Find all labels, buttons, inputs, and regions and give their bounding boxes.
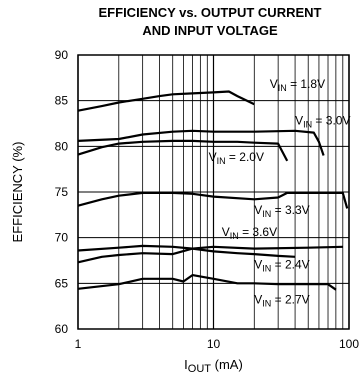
x-tick-label: 10 (207, 337, 221, 351)
series-line-2 (77, 129, 325, 156)
series-line-7 (77, 274, 337, 291)
series-line-3 (77, 139, 289, 162)
chart-title-line1: EFFICIENCY vs. OUTPUT CURRENT (99, 5, 322, 20)
series-label-2: VIN = 3.0V (295, 113, 350, 129)
series-label-7: VIN = 2.7V (254, 292, 309, 308)
series-line-6 (77, 247, 296, 264)
y-axis-label: EFFICIENCY (%) (10, 142, 25, 243)
y-tick-label: 70 (55, 231, 69, 245)
series-label-1: VIN = 1.8V (270, 77, 325, 93)
series-label-5: VIN = 3.6V (222, 225, 277, 241)
series-label-3: VIN = 2.0V (209, 150, 264, 166)
series-line-4 (77, 191, 349, 209)
y-tick-label: 85 (55, 94, 69, 108)
series-lines (77, 90, 349, 291)
y-tick-label: 60 (55, 322, 69, 336)
y-tick-label: 75 (55, 185, 69, 199)
series-label-4: VIN = 3.3V (254, 203, 309, 219)
series-labels: VIN = 1.8V VIN = 3.0V VIN = 2.0V VIN = 3.3V… (209, 77, 351, 309)
plot-frame (77, 54, 350, 330)
x-tick-label: 1 (75, 337, 82, 351)
x-axis-label: IOUT (mA) (184, 357, 243, 375)
series-line-5 (77, 244, 343, 252)
y-tick-label: 90 (55, 48, 69, 62)
series-line-1 (77, 90, 255, 112)
chart-title-line2: AND INPUT VOLTAGE (142, 23, 278, 38)
x-tick-label: 100 (339, 337, 359, 351)
y-tick-label: 65 (55, 276, 69, 290)
tick-labels: 1 10 100 60 65 70 75 80 85 90 (55, 48, 360, 351)
y-tick-label: 80 (55, 139, 69, 153)
series-label-6: VIN = 2.4V (254, 258, 309, 274)
